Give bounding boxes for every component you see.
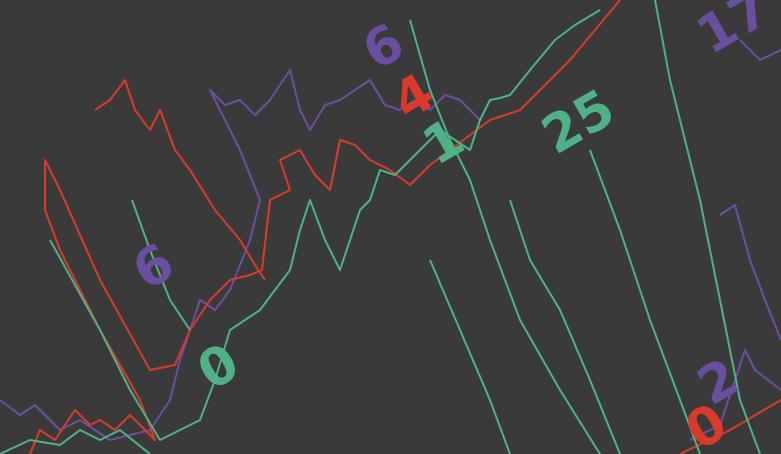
green-line	[409, 19, 601, 454]
green-line	[654, 0, 761, 454]
purple-line	[689, 349, 781, 441]
red-line	[29, 0, 621, 454]
red-line	[94, 79, 266, 281]
green-line	[429, 259, 511, 454]
purple-line	[739, 39, 781, 61]
green-line	[131, 199, 191, 331]
purple-line	[0, 69, 481, 441]
green-line	[0, 429, 151, 454]
green-line	[589, 149, 701, 454]
green-line	[509, 199, 621, 454]
green-line	[49, 9, 601, 441]
purple-line	[719, 204, 781, 341]
